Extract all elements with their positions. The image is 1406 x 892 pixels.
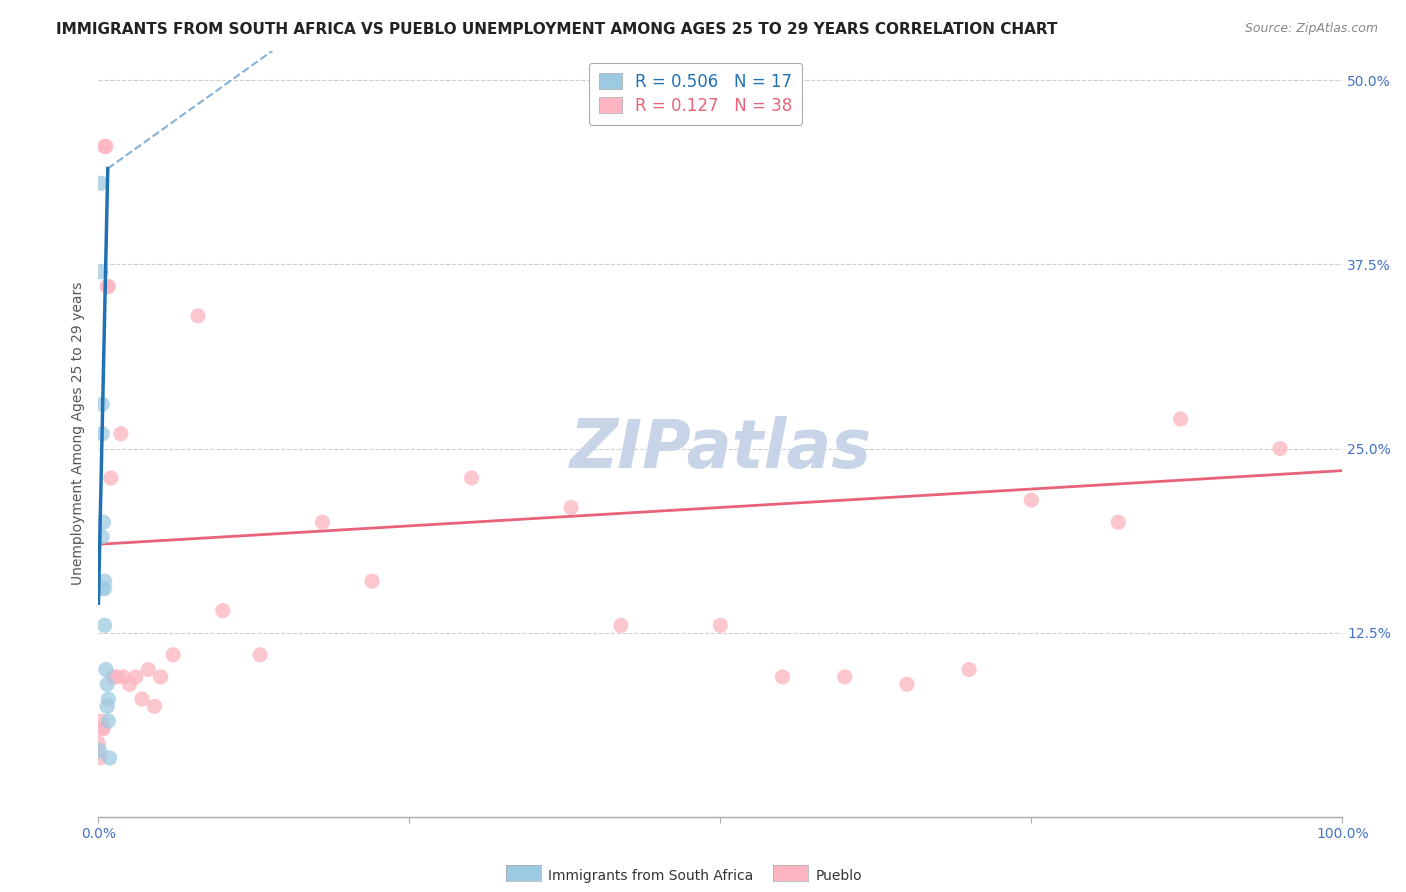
Point — [91, 582, 114, 596]
Point — [211, 604, 233, 618]
Point — [361, 574, 384, 589]
Point — [100, 471, 122, 485]
Point — [91, 426, 114, 441]
Point — [143, 699, 166, 714]
Point — [91, 530, 114, 544]
Point — [98, 751, 121, 765]
Point — [162, 648, 184, 662]
Point — [93, 582, 115, 596]
Point — [957, 663, 980, 677]
Point — [91, 397, 114, 411]
Point — [1268, 442, 1291, 456]
Point — [94, 139, 117, 153]
Point — [125, 670, 148, 684]
Point — [772, 670, 794, 684]
Point — [560, 500, 582, 515]
Point — [112, 670, 135, 684]
Point — [93, 574, 115, 589]
Point — [1107, 515, 1129, 529]
Point — [89, 743, 111, 757]
Point — [1170, 412, 1192, 426]
Point — [90, 265, 112, 279]
Point — [97, 279, 120, 293]
Point — [90, 714, 112, 728]
Point — [131, 692, 153, 706]
Point — [89, 751, 111, 765]
Point — [610, 618, 633, 632]
Legend: R = 0.506   N = 17, R = 0.127   N = 38: R = 0.506 N = 17, R = 0.127 N = 38 — [589, 62, 803, 125]
Point — [311, 515, 333, 529]
Point — [96, 699, 118, 714]
Point — [96, 677, 118, 691]
Point — [97, 714, 120, 728]
Point — [93, 722, 115, 736]
Point — [91, 722, 114, 736]
Text: Pueblo: Pueblo — [815, 869, 862, 883]
Point — [93, 618, 115, 632]
Point — [93, 515, 115, 529]
Point — [96, 279, 118, 293]
Point — [460, 471, 482, 485]
Y-axis label: Unemployment Among Ages 25 to 29 years: Unemployment Among Ages 25 to 29 years — [72, 282, 86, 585]
Point — [187, 309, 209, 323]
Point — [87, 736, 110, 750]
Point — [90, 176, 112, 190]
Point — [249, 648, 271, 662]
Point — [93, 139, 115, 153]
Point — [834, 670, 856, 684]
Text: ZIPatlas: ZIPatlas — [569, 416, 872, 482]
Text: IMMIGRANTS FROM SOUTH AFRICA VS PUEBLO UNEMPLOYMENT AMONG AGES 25 TO 29 YEARS CO: IMMIGRANTS FROM SOUTH AFRICA VS PUEBLO U… — [56, 22, 1057, 37]
Point — [136, 663, 159, 677]
Point — [118, 677, 141, 691]
Point — [97, 692, 120, 706]
Point — [94, 663, 117, 677]
Point — [149, 670, 172, 684]
Point — [1021, 493, 1043, 508]
Text: Source: ZipAtlas.com: Source: ZipAtlas.com — [1244, 22, 1378, 36]
Point — [110, 426, 132, 441]
Text: Immigrants from South Africa: Immigrants from South Africa — [548, 869, 754, 883]
Point — [709, 618, 731, 632]
Point — [103, 670, 125, 684]
Point — [105, 670, 128, 684]
Point — [896, 677, 918, 691]
